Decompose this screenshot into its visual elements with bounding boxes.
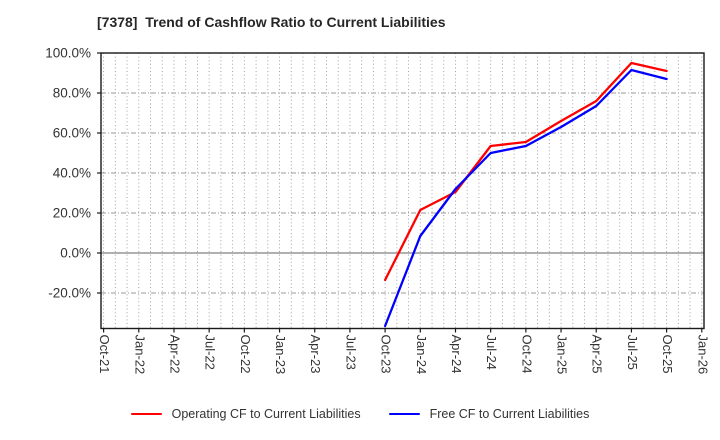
svg-text:Apr-24: Apr-24	[449, 335, 464, 374]
svg-text:Jan-25: Jan-25	[555, 335, 570, 375]
svg-text:Oct-24: Oct-24	[519, 335, 534, 374]
operating-cf-line-swatch	[130, 412, 162, 416]
chart-title: [7378] Trend of Cashflow Ratio to Curren…	[97, 14, 446, 30]
free-cf-line-swatch	[388, 412, 420, 416]
svg-text:Oct-23: Oct-23	[379, 335, 394, 374]
svg-text:Jul-24: Jul-24	[484, 335, 499, 370]
svg-text:Oct-21: Oct-21	[97, 335, 112, 374]
svg-text:Apr-25: Apr-25	[590, 335, 605, 374]
svg-text:80.0%: 80.0%	[53, 86, 91, 101]
legend-item-free-cf: Free CF to Current Liabilities	[388, 407, 590, 421]
chart-plot-area: 100.0% 80.0% 60.0% 40.0% 20.0% 0.0% -20.0% Oct-…	[45, 46, 710, 375]
svg-text:Jul-25: Jul-25	[625, 335, 640, 370]
svg-text:Oct-22: Oct-22	[238, 335, 253, 374]
svg-text:Jan-22: Jan-22	[132, 335, 147, 375]
svg-text:Jul-23: Jul-23	[343, 335, 358, 370]
svg-text:Oct-25: Oct-25	[660, 335, 675, 374]
legend-item-operating-cf: Operating CF to Current Liabilities	[130, 407, 361, 421]
svg-text:100.0%: 100.0%	[45, 46, 91, 61]
svg-text:20.0%: 20.0%	[53, 206, 91, 221]
svg-text:60.0%: 60.0%	[53, 126, 91, 141]
svg-text:Jan-23: Jan-23	[273, 335, 288, 375]
svg-text:Jul-22: Jul-22	[203, 335, 218, 370]
svg-text:Jan-26: Jan-26	[695, 335, 710, 375]
chart-legend: Operating CF to Current Liabilities Free…	[0, 399, 720, 429]
svg-text:40.0%: 40.0%	[53, 166, 91, 181]
free-cf-legend-label: Free CF to Current Liabilities	[429, 407, 590, 421]
svg-text:Apr-23: Apr-23	[308, 335, 323, 374]
svg-text:Apr-22: Apr-22	[167, 335, 182, 374]
svg-text:Jan-24: Jan-24	[414, 335, 429, 375]
svg-text:0.0%: 0.0%	[60, 246, 91, 261]
operating-cf-legend-label: Operating CF to Current Liabilities	[171, 407, 361, 421]
svg-text:-20.0%: -20.0%	[48, 286, 91, 301]
